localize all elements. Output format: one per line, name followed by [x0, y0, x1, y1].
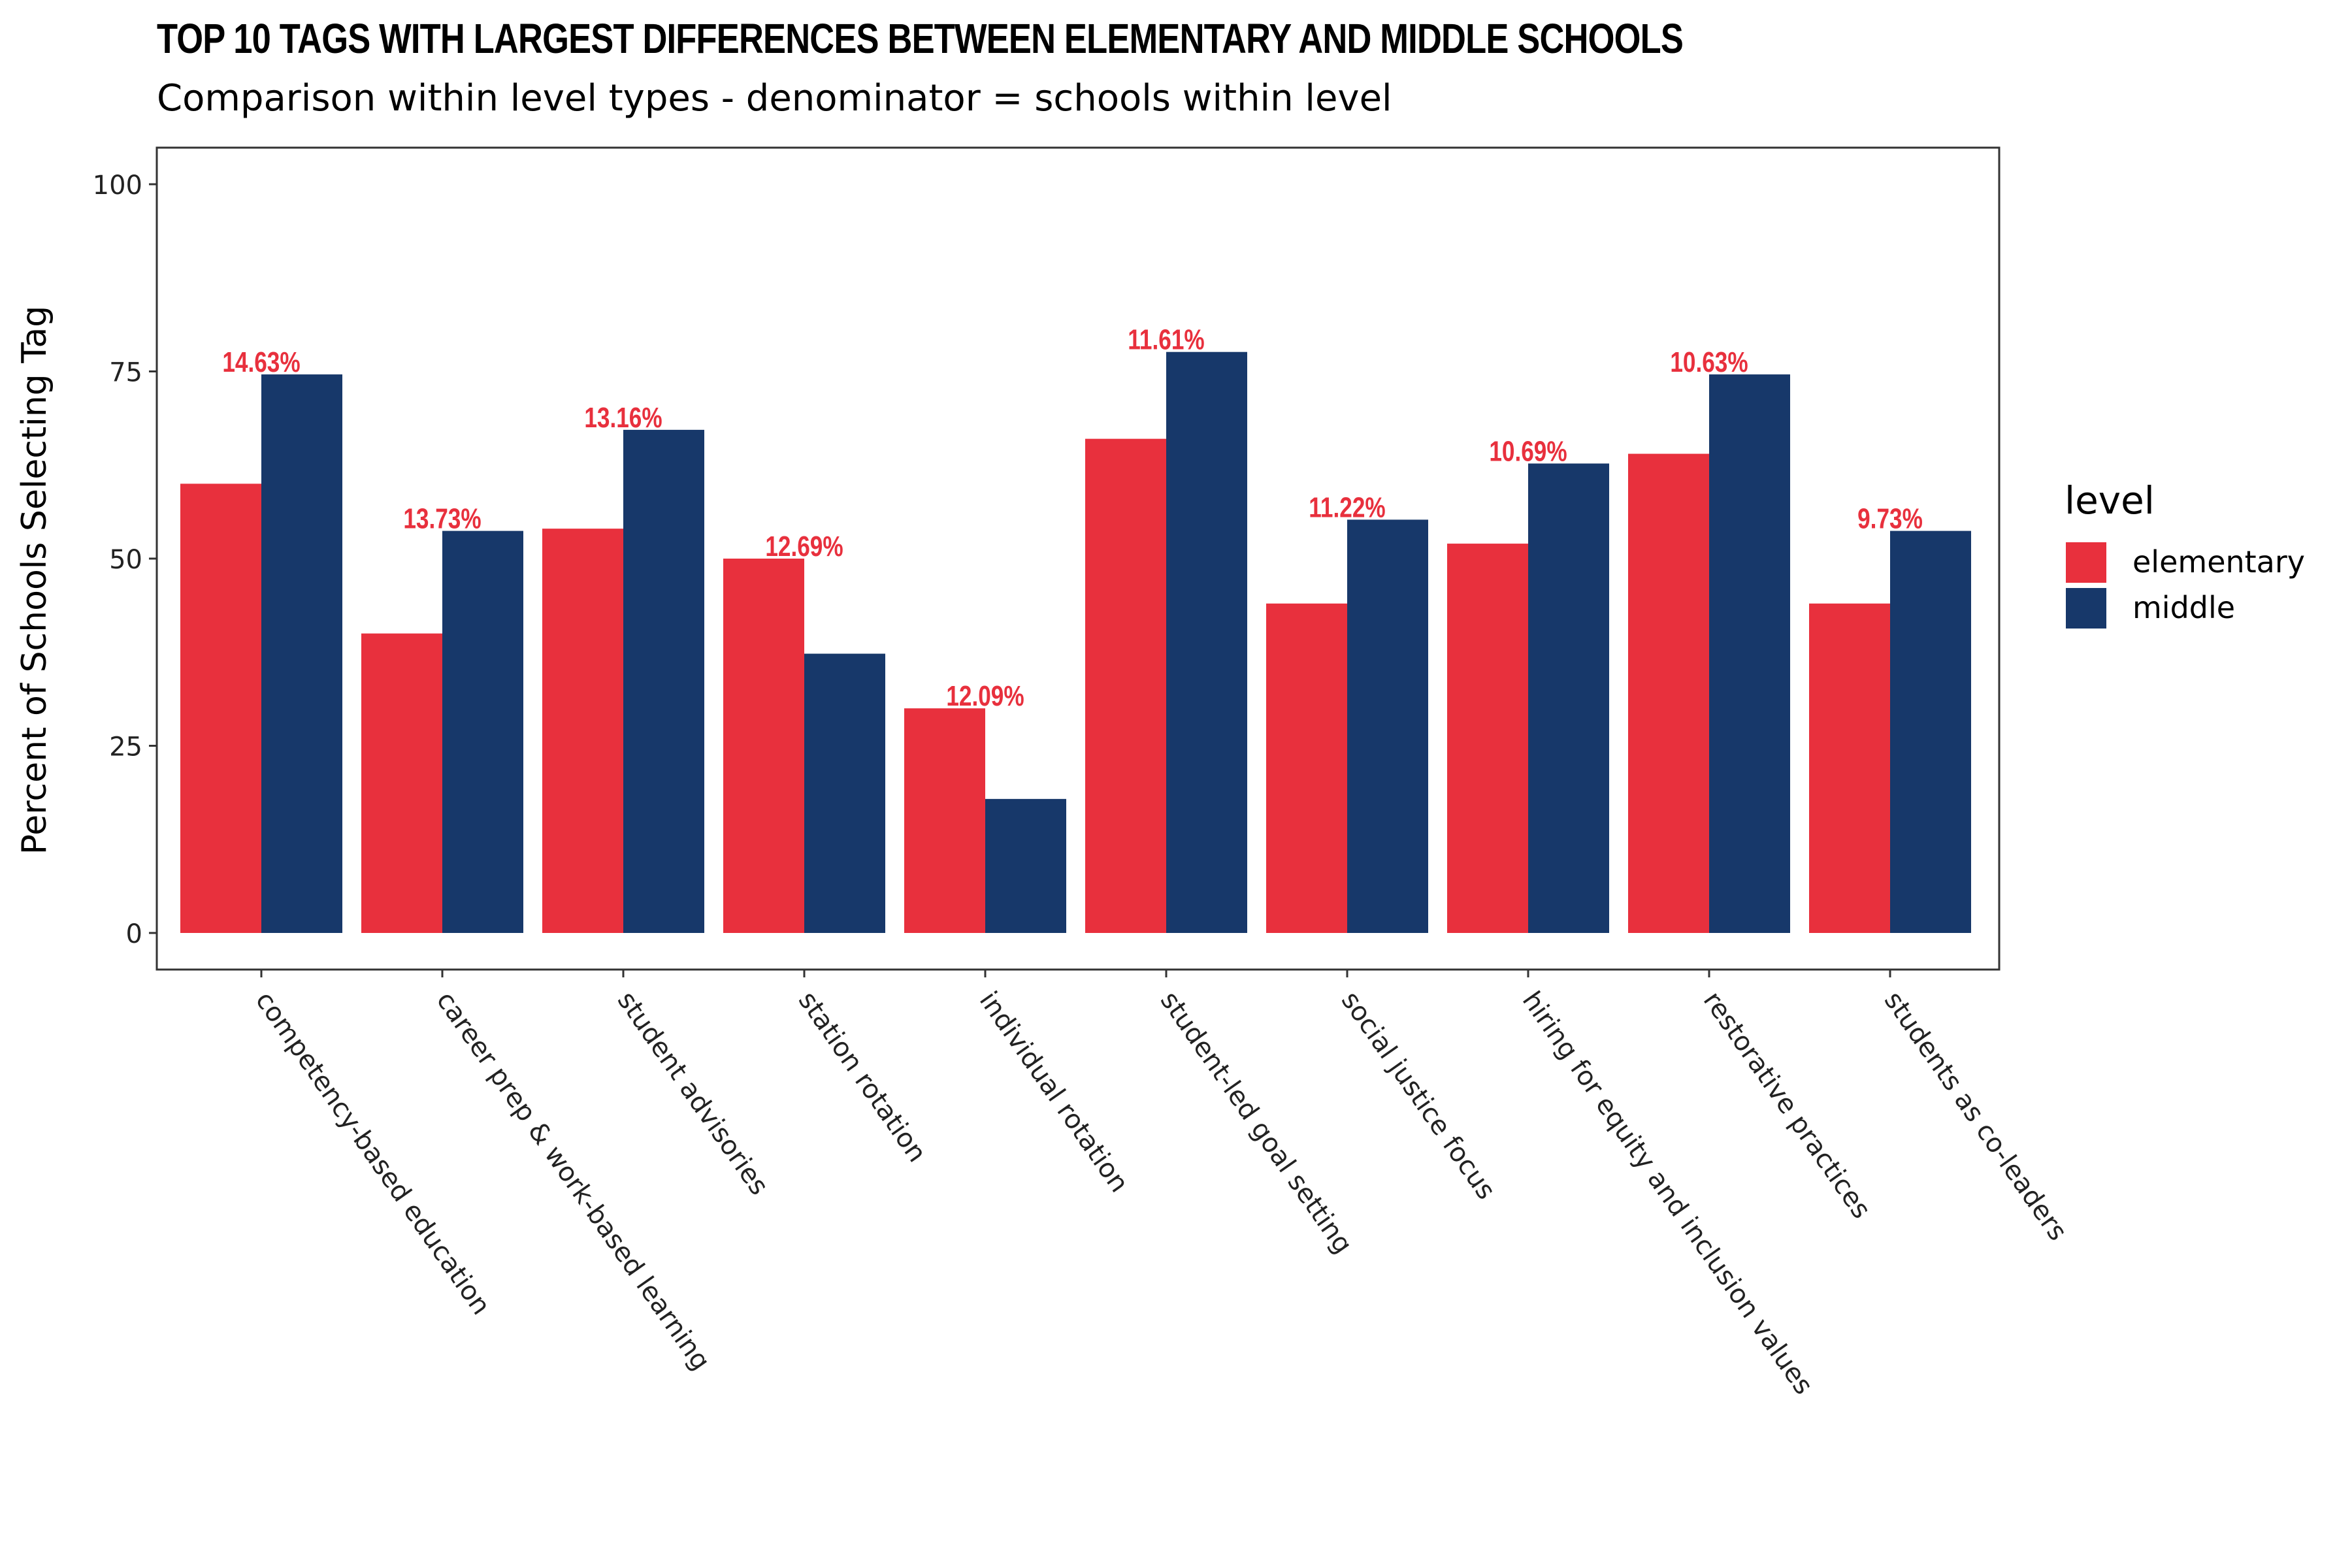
data-label: 10.69% [1489, 436, 1567, 468]
bar-middle [261, 374, 342, 933]
legend-label-middle: middle [2132, 590, 2235, 625]
bar-middle [442, 531, 523, 933]
bar-middle [985, 798, 1066, 933]
x-tick-label: hiring for equity and inclusion values [1516, 986, 1819, 1400]
bar-elementary [904, 708, 985, 933]
x-tick-label: students as co-leaders [1878, 986, 2073, 1246]
bar-middle [623, 429, 704, 933]
data-labels-layer: 14.63% 13.73% 13.16% 12.69% 12.09% 11.61% 11.2… [222, 324, 1923, 712]
legend-title: level [2065, 478, 2155, 523]
bar-elementary [361, 633, 442, 933]
legend-key-middle [2066, 588, 2106, 629]
y-tick-label: 75 [109, 358, 142, 388]
bar-elementary [180, 483, 261, 933]
legend-label-elementary: elementary [2132, 544, 2305, 580]
y-tick-label: 100 [93, 171, 142, 201]
bar-middle [1890, 531, 1971, 933]
y-tick-label: 0 [126, 919, 142, 949]
bar-middle [1528, 463, 1609, 933]
x-tick-label: individual rotation [973, 986, 1134, 1198]
bar-elementary [1266, 603, 1347, 933]
y-tick-label: 50 [109, 545, 142, 575]
bars-layer [180, 351, 1971, 933]
y-tick-label: 25 [109, 732, 142, 762]
bar-elementary [1085, 438, 1166, 933]
data-label: 11.22% [1309, 492, 1385, 524]
bar-middle [1709, 374, 1790, 933]
bar-middle [1166, 351, 1247, 933]
data-label: 9.73% [1857, 503, 1923, 535]
x-tick-label: student-led goal setting [1154, 986, 1358, 1259]
x-tick-label: station rotation [792, 986, 932, 1168]
y-axis-title: Percent of Schools Selecting Tag [15, 306, 54, 855]
data-label: 12.09% [946, 681, 1024, 713]
x-tick-label: student advisories [612, 986, 774, 1200]
legend: level elementary middle [2065, 478, 2305, 629]
data-label: 13.73% [403, 503, 481, 535]
x-tick-label: social justice focus [1335, 986, 1501, 1205]
bar-elementary [1809, 603, 1890, 933]
bar-elementary [1628, 453, 1709, 933]
data-label: 14.63% [222, 346, 300, 378]
bar-middle [1347, 519, 1428, 933]
bar-elementary [1447, 544, 1528, 933]
data-label: 11.61% [1128, 324, 1204, 356]
data-label: 13.16% [584, 402, 662, 434]
bar-middle [804, 653, 885, 933]
chart-subtitle: Comparison within level types - denomina… [157, 77, 1392, 120]
data-label: 12.69% [765, 531, 843, 563]
bar-elementary [542, 529, 623, 933]
chart-title: TOP 10 TAGS WITH LARGEST DIFFERENCES BET… [157, 15, 1684, 62]
data-label: 10.63% [1670, 346, 1748, 378]
x-tick-label: restorative practices [1697, 986, 1876, 1224]
legend-key-elementary [2066, 542, 2106, 583]
bar-elementary [723, 559, 804, 933]
